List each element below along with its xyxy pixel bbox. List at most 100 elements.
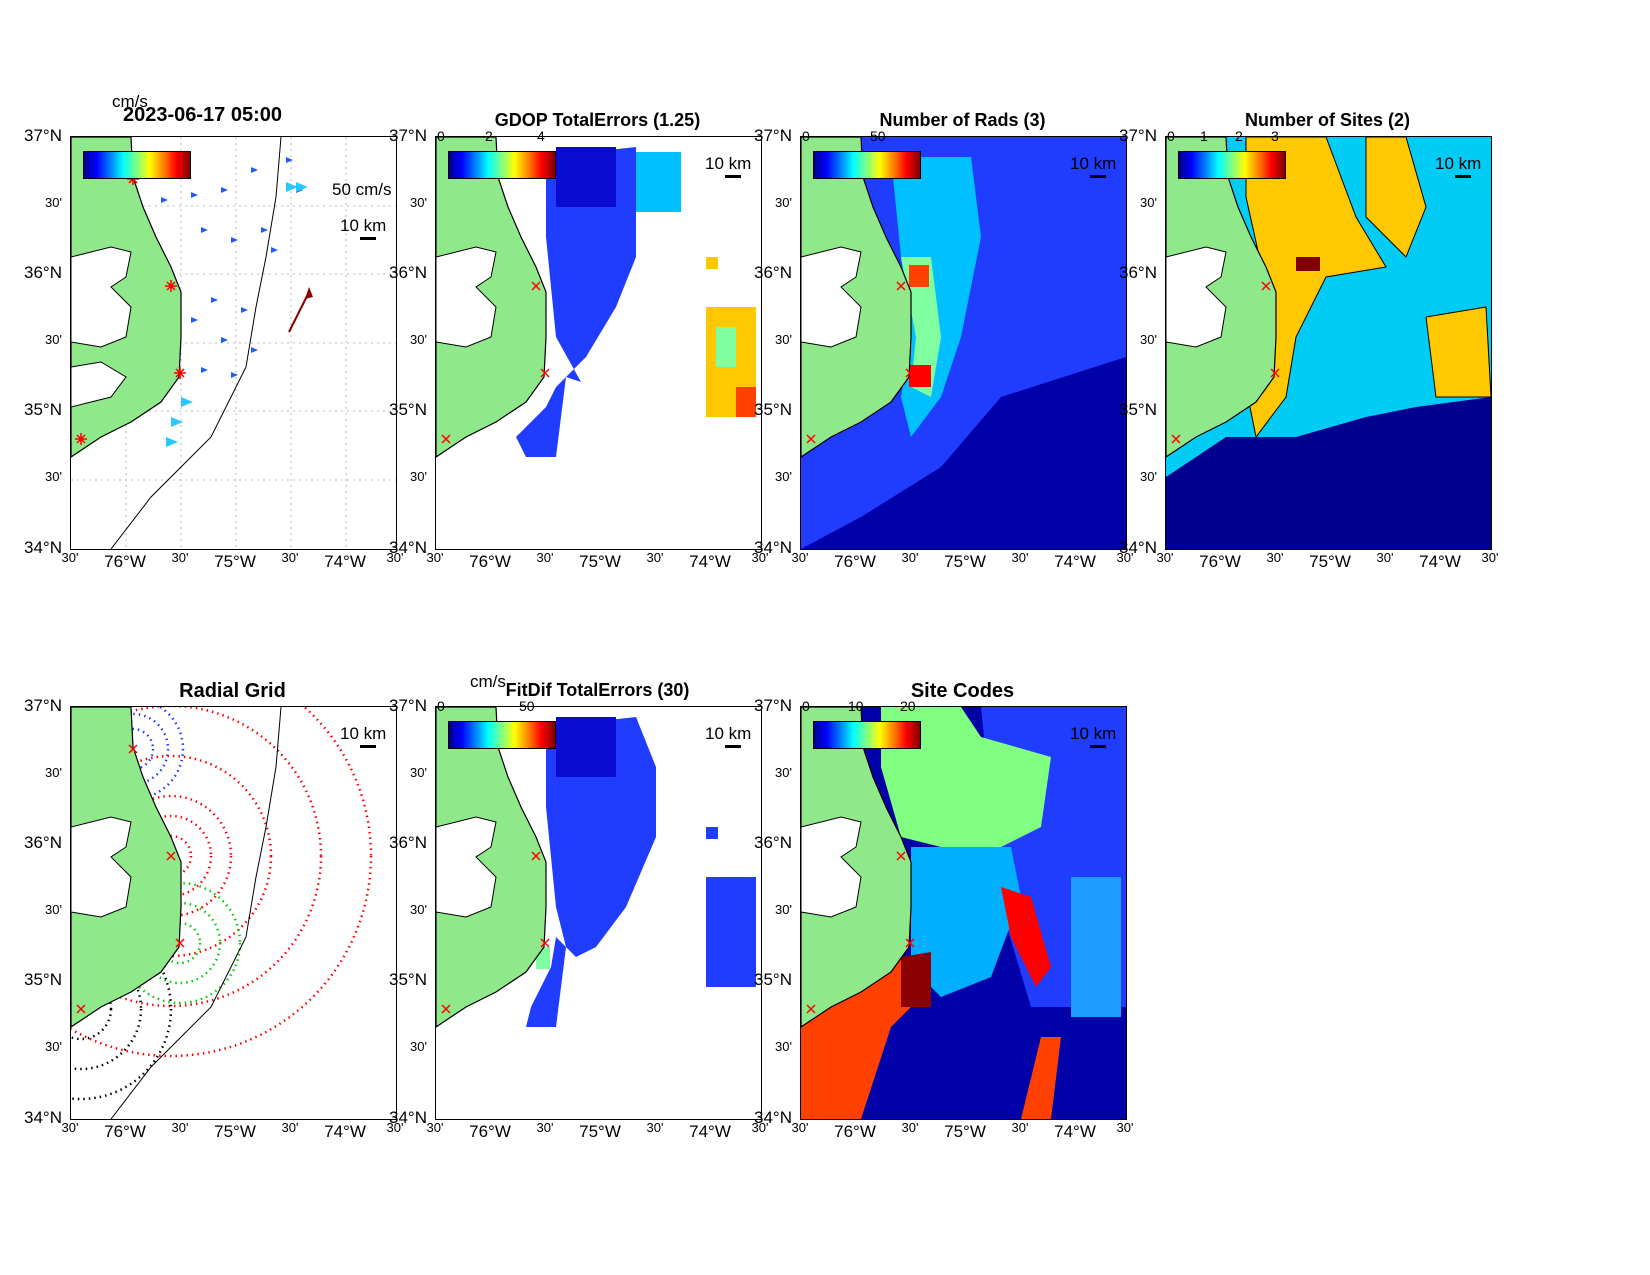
reference-vector-head bbox=[305, 287, 313, 299]
cb-tick: 0 bbox=[802, 128, 810, 144]
scale-bar bbox=[360, 745, 376, 748]
x-tick-label: 75°W bbox=[214, 1122, 256, 1141]
x-tick-label: 76°W bbox=[104, 552, 146, 571]
map-frame[interactable] bbox=[800, 706, 1127, 1120]
cb-tick: 50 bbox=[870, 128, 886, 144]
y-tick-label: 36°N bbox=[24, 833, 62, 852]
panel-fitdif: FitDif TotalErrors (30) cm/s 0 50 10 km … bbox=[365, 672, 768, 1226]
scale-bar-label: 10 km bbox=[340, 216, 387, 235]
x-tick-label: 30' bbox=[646, 550, 664, 565]
cb-tick: 4 bbox=[537, 128, 545, 144]
scale-bar bbox=[360, 237, 376, 240]
cb-tick: 0 bbox=[1167, 128, 1175, 144]
x-tick-label: 76°W bbox=[834, 1122, 876, 1141]
x-tick-label: 75°W bbox=[944, 1122, 986, 1141]
map-svg bbox=[801, 137, 1126, 549]
map-frame[interactable] bbox=[800, 136, 1127, 550]
x-tick-label: 76°W bbox=[104, 1122, 146, 1141]
y-tick-label: 30' bbox=[1140, 332, 1157, 347]
y-tick-label: 30' bbox=[410, 195, 427, 210]
map-svg bbox=[71, 137, 396, 549]
x-tick-label: 74°W bbox=[689, 1122, 731, 1141]
map-frame[interactable] bbox=[70, 136, 397, 550]
x-tick-label: 30' bbox=[646, 1120, 664, 1135]
panel-site-codes: Site Codes 0 10 20 10 km 37°N 30' 36°N 30' 3… bbox=[730, 680, 1133, 1226]
cb-tick: 1 bbox=[1200, 128, 1208, 144]
y-tick-label: 30' bbox=[775, 765, 792, 780]
map-svg bbox=[436, 707, 756, 1028]
y-tick-label: 35°N bbox=[389, 400, 427, 419]
y-tick-label: 36°N bbox=[1119, 263, 1157, 282]
cb-tick: 2 bbox=[485, 128, 493, 144]
y-tick-label: 34°N bbox=[389, 1108, 427, 1127]
scale-bar bbox=[725, 175, 741, 178]
cb-tick: 0 bbox=[802, 698, 810, 714]
x-tick-label: 74°W bbox=[1054, 1122, 1096, 1141]
map-svg bbox=[801, 707, 1126, 1119]
panel-total-vectors: 2023-06-17 05:00 cm/s bbox=[0, 92, 403, 656]
x-tick-label: 30' bbox=[386, 1120, 404, 1135]
map-frame[interactable] bbox=[435, 706, 762, 1120]
colorbar bbox=[813, 721, 921, 749]
x-tick-label: 74°W bbox=[1419, 552, 1461, 571]
x-tick-label: 30' bbox=[61, 1120, 79, 1135]
scale-bar bbox=[725, 745, 741, 748]
y-tick-label: 35°N bbox=[1119, 400, 1157, 419]
x-tick-label: 30' bbox=[1011, 1120, 1029, 1135]
map-frame[interactable] bbox=[70, 706, 397, 1120]
map-svg bbox=[436, 137, 756, 458]
x-tick-label: 30' bbox=[61, 550, 79, 565]
y-tick-label: 37°N bbox=[754, 696, 792, 715]
vector-field-cyan bbox=[166, 182, 308, 447]
scale-bar bbox=[1090, 175, 1106, 178]
y-tick-label: 30' bbox=[775, 195, 792, 210]
map-frame[interactable] bbox=[435, 136, 762, 550]
cb-tick: 20 bbox=[900, 698, 916, 714]
x-tick-label: 30' bbox=[1376, 550, 1394, 565]
scale-bar-label: 10 km bbox=[340, 724, 387, 743]
vector-field bbox=[161, 157, 303, 378]
x-tick-label: 30' bbox=[1156, 550, 1174, 565]
y-tick-label: 30' bbox=[410, 469, 427, 484]
colorbar bbox=[448, 721, 556, 749]
y-tick-label: 30' bbox=[775, 902, 792, 917]
y-tick-label: 30' bbox=[410, 332, 427, 347]
y-tick-label: 30' bbox=[1140, 195, 1157, 210]
y-tick-label: 35°N bbox=[389, 970, 427, 989]
map-frame[interactable] bbox=[1165, 136, 1492, 550]
scale-bar-label: 10 km bbox=[1070, 724, 1117, 743]
y-tick-label: 34°N bbox=[24, 538, 62, 557]
y-tick-label: 30' bbox=[45, 469, 62, 484]
panel-title: Radial Grid bbox=[179, 680, 286, 702]
x-tick-label: 75°W bbox=[214, 552, 256, 571]
x-tick-label: 30' bbox=[751, 1120, 769, 1135]
panel-title: Site Codes bbox=[910, 680, 1015, 702]
x-tick-label: 75°W bbox=[579, 552, 621, 571]
y-tick-label: 30' bbox=[45, 195, 62, 210]
x-tick-label: 30' bbox=[426, 550, 444, 565]
y-tick-label: 36°N bbox=[389, 263, 427, 282]
y-tick-label: 30' bbox=[410, 765, 427, 780]
y-tick-label: 37°N bbox=[24, 126, 62, 145]
panel-num-rads: Number of Rads (3) 0 50 10 km 37°N 30' 36°… bbox=[730, 110, 1133, 656]
cb-tick: 0 bbox=[437, 128, 445, 144]
x-tick-label: 76°W bbox=[469, 1122, 511, 1141]
x-tick-label: 30' bbox=[791, 550, 809, 565]
y-tick-label: 36°N bbox=[754, 263, 792, 282]
y-tick-label: 30' bbox=[410, 902, 427, 917]
y-tick-label: 37°N bbox=[389, 696, 427, 715]
colorbar bbox=[448, 151, 556, 179]
x-tick-label: 74°W bbox=[689, 552, 731, 571]
x-tick-label: 30' bbox=[281, 1120, 299, 1135]
y-tick-label: 36°N bbox=[389, 833, 427, 852]
isobath-100 bbox=[110, 137, 282, 549]
y-tick-label: 30' bbox=[45, 1039, 62, 1054]
y-tick-label: 35°N bbox=[754, 970, 792, 989]
y-tick-label: 30' bbox=[775, 1039, 792, 1054]
x-tick-label: 30' bbox=[1011, 550, 1029, 565]
y-tick-label: 35°N bbox=[24, 400, 62, 419]
y-tick-label: 37°N bbox=[24, 696, 62, 715]
x-tick-label: 74°W bbox=[324, 552, 366, 571]
y-tick-label: 37°N bbox=[389, 126, 427, 145]
x-tick-label: 30' bbox=[791, 1120, 809, 1135]
